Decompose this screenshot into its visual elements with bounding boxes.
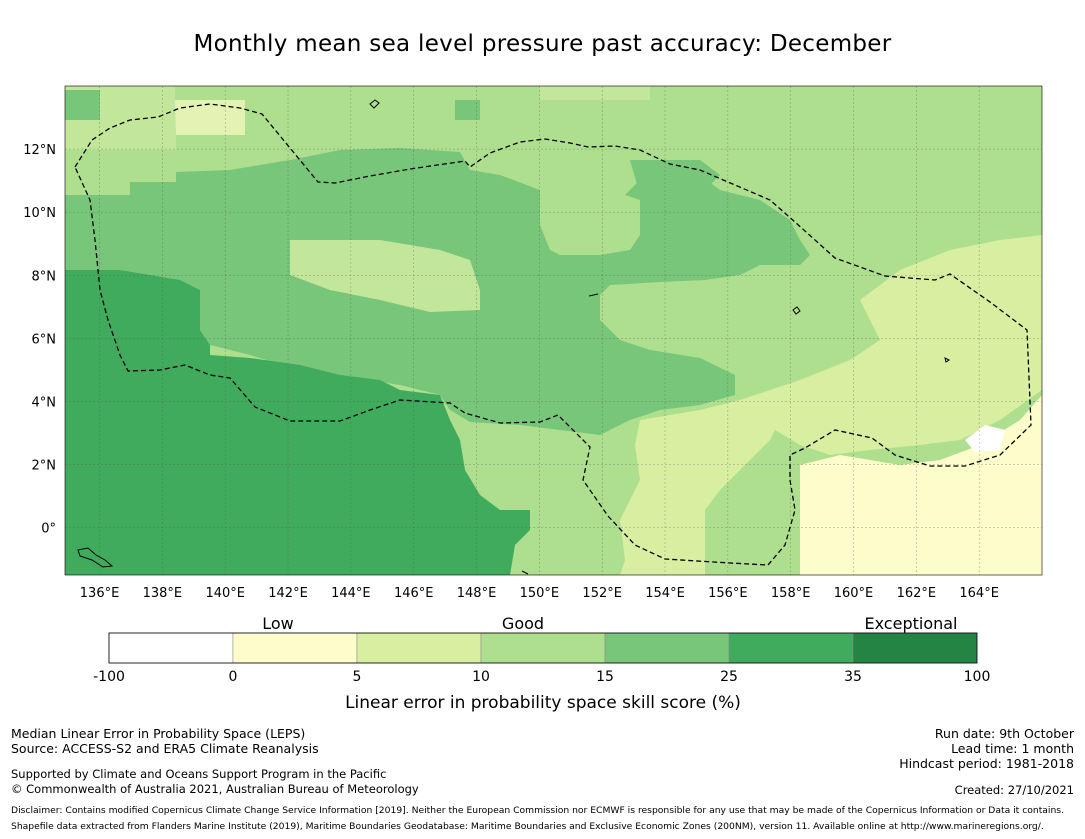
colorbar-category-exceptional: Exceptional	[865, 614, 958, 633]
longitude-tick-label: 142°E	[268, 586, 308, 601]
longitude-tick-label: 150°E	[520, 586, 560, 601]
colorbar-swatch	[232, 632, 358, 664]
colorbar-swatch	[604, 632, 730, 664]
footer-disclaimer: Disclaimer: Contains modified Copernicus…	[11, 805, 1065, 816]
footer-lead-time: Lead time: 1 month	[951, 741, 1074, 756]
colorbar-tick-label: 10	[472, 669, 490, 685]
longitude-gridlines	[99, 86, 980, 575]
colorbar-category-low: Low	[262, 614, 294, 633]
footer-source-line: Source: ACCESS-S2 and ERA5 Climate Reana…	[11, 741, 319, 756]
footer-hindcast-period: Hindcast period: 1981-2018	[899, 756, 1074, 771]
region-nw-modest	[175, 100, 245, 135]
longitude-tick-label: 164°E	[959, 586, 999, 601]
footer-created: Created: 27/10/2021	[954, 783, 1074, 797]
island-far-east	[944, 357, 950, 363]
map-frame	[64, 85, 1043, 576]
colorbar-tick-label: 5	[353, 669, 362, 685]
longitude-tick-label: 138°E	[143, 586, 183, 601]
chart-title: Monthly mean sea level pressure past acc…	[193, 31, 892, 57]
island-southwest	[77, 547, 114, 568]
colorbar-swatch	[728, 632, 854, 664]
footer-support: Supported by Climate and Oceans Support …	[11, 767, 419, 797]
latitude-tick-label: 10°N	[23, 206, 56, 221]
region-good-east	[630, 160, 720, 195]
colorbar-swatch	[356, 632, 482, 664]
region-nw-good-corner	[65, 86, 100, 120]
longitude-tick-label: 144°E	[331, 586, 371, 601]
eez-boundary	[74, 103, 1032, 566]
colorbar-label: Linear error in probability space skill …	[345, 693, 741, 713]
colorbar-tick-label: 15	[596, 669, 614, 685]
colorbar-swatch	[480, 632, 606, 664]
colorbar-ticks: -100 0 5 10 15 25 35 100	[93, 669, 990, 685]
colorbar-swatch	[108, 632, 234, 664]
longitude-tick-label: 156°E	[708, 586, 748, 601]
footer-method-line: Median Linear Error in Probability Space…	[11, 726, 306, 741]
footer-shapefile-credit: Shapefile data extracted from Flanders M…	[11, 821, 1044, 832]
longitude-tick-label: 146°E	[394, 586, 434, 601]
colorbar: Low Good Exceptional -100 0 5 10 15 25 35 100 L…	[93, 614, 990, 713]
footer-run-date: Run date: 9th October	[934, 726, 1074, 741]
longitude-tick-label: 140°E	[205, 586, 245, 601]
region-north-light	[540, 86, 650, 100]
latitude-tick-label: 8°N	[32, 269, 57, 284]
islands	[77, 99, 950, 575]
region-east-modest	[620, 235, 1042, 575]
longitude-tick-label: 160°E	[834, 586, 874, 601]
longitude-tick-label: 148°E	[457, 586, 497, 601]
colorbar-swatch	[852, 632, 978, 664]
colorbar-category-good: Good	[502, 614, 544, 633]
longitude-tick-label: 162°E	[897, 586, 937, 601]
colorbar-swatches	[108, 632, 978, 664]
latitude-tick-label: 2°N	[32, 459, 57, 474]
colorbar-tick-label: -100	[93, 669, 125, 685]
latitude-tick-label: 6°N	[32, 332, 57, 347]
map-panel	[64, 85, 1043, 576]
region-negative-skill	[965, 425, 1005, 452]
latitude-labels: 12°N 10°N 8°N 6°N 4°N 2°N 0°	[23, 143, 56, 537]
latitude-gridlines	[65, 148, 1042, 528]
island-central	[588, 293, 599, 297]
colorbar-tick-label: 35	[844, 669, 862, 685]
latitude-tick-label: 12°N	[23, 143, 56, 158]
region-good-islet	[455, 100, 480, 120]
colorbar-tick-label: 0	[229, 669, 238, 685]
colorbar-tick-label: 25	[720, 669, 738, 685]
longitude-labels: 136°E 138°E 140°E 142°E 144°E 146°E 148°E 150°E…	[80, 586, 999, 601]
region-central-light	[290, 240, 480, 312]
colorbar-tick-label: 100	[964, 669, 991, 685]
footer-method: Median Linear Error in Probability Space…	[11, 726, 319, 756]
footer-support-line: Supported by Climate and Oceans Support …	[11, 767, 387, 781]
longitude-tick-label: 158°E	[771, 586, 811, 601]
island-north	[369, 99, 380, 109]
region-southeast-low	[800, 395, 1042, 575]
latitude-tick-label: 4°N	[32, 395, 57, 410]
footer-copyright-line: © Commonwealth of Australia 2021, Austra…	[11, 782, 419, 796]
island-south	[521, 570, 529, 575]
longitude-tick-label: 152°E	[582, 586, 622, 601]
colorbar-frame	[108, 632, 978, 664]
footer-run-info: Run date: 9th October Lead time: 1 month…	[899, 726, 1074, 771]
longitude-tick-label: 136°E	[80, 586, 120, 601]
region-north-good-patch	[365, 150, 400, 175]
longitude-tick-label: 154°E	[645, 586, 685, 601]
latitude-tick-label: 0°	[41, 522, 56, 537]
island-east	[792, 306, 801, 315]
